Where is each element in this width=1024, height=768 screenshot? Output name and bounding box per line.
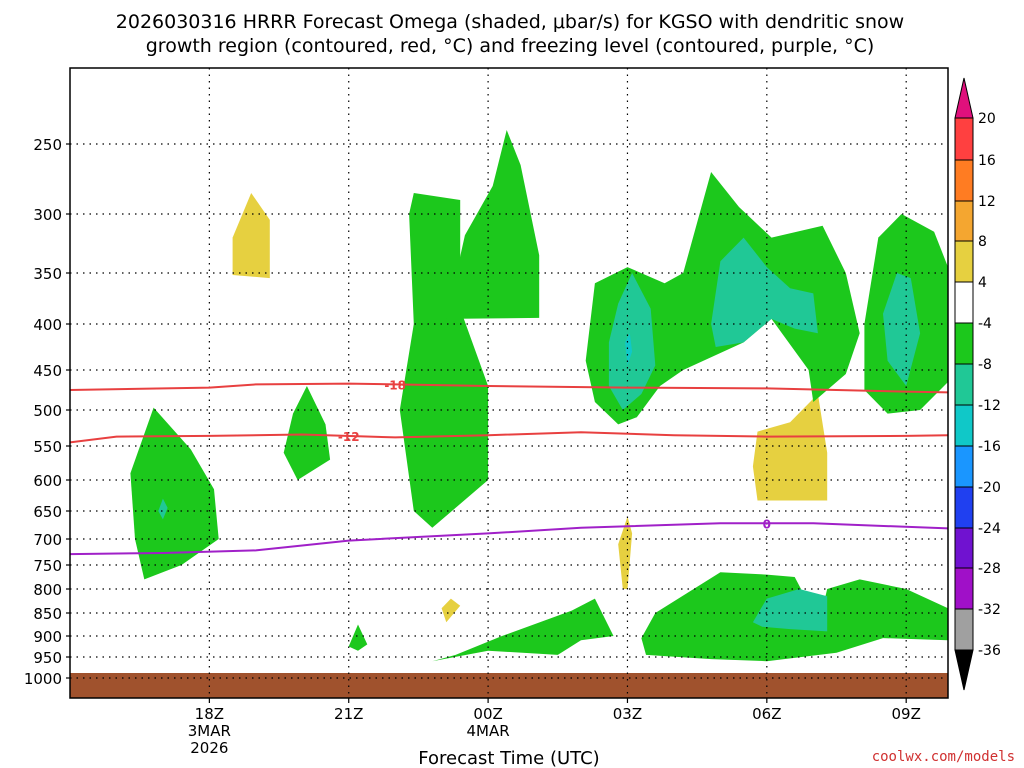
y-tick-label-650: 650 xyxy=(33,503,62,521)
y-tick-label-500: 500 xyxy=(33,402,62,420)
y-tick-label-600: 600 xyxy=(33,472,62,490)
x-tick-label-18-0: 18Z xyxy=(195,705,224,723)
y-tick-label-350: 350 xyxy=(33,265,62,283)
colorbar-label-5: -4 xyxy=(978,316,992,332)
colorbar-bin-9 xyxy=(954,486,974,529)
y-tick-label-800: 800 xyxy=(33,581,62,599)
omega-region-2 xyxy=(618,516,633,589)
contour-line-0 xyxy=(69,522,949,556)
grid-layer xyxy=(70,68,948,698)
colorbar-label-9: -20 xyxy=(978,480,1001,496)
colorbar-label-8: -16 xyxy=(978,439,1001,455)
colorbar-bin-12 xyxy=(954,608,974,651)
colorbar-label-4: 4 xyxy=(978,275,987,291)
colorbar-bin-5 xyxy=(954,322,974,365)
omega-region-15 xyxy=(711,237,818,347)
colorbar-bin-7 xyxy=(954,404,974,447)
colorbar-bin-4 xyxy=(954,281,974,324)
ground-surface xyxy=(70,673,948,698)
colorbar-bin-1 xyxy=(954,159,974,202)
colorbar-bin-6 xyxy=(954,363,974,406)
omega-region-16 xyxy=(883,273,921,386)
omega-region-13 xyxy=(158,498,168,520)
colorbar-bin-8 xyxy=(954,445,974,488)
omega-region-3 xyxy=(441,598,461,623)
colorbar-label-11: -28 xyxy=(978,561,1001,577)
y-tick-label-700: 700 xyxy=(33,531,62,549)
y-tick-label-400: 400 xyxy=(33,316,62,334)
omega-region-18 xyxy=(625,333,633,366)
y-axis: 250 300 350 400 450 500 550 600 650 700 750 800 850 9… xyxy=(24,136,70,688)
credit-text: coolwx.com/models xyxy=(872,749,1015,765)
y-tick-label-550: 550 xyxy=(33,438,62,456)
x-tick-label-24-0: 00Z xyxy=(473,705,502,723)
omega-region-1 xyxy=(752,394,828,501)
omega-region-17 xyxy=(752,589,828,632)
colorbar-label-10: -24 xyxy=(978,521,1001,537)
contour-label-0: 0 xyxy=(763,517,771,531)
x-tick-label-24-1: 4MAR xyxy=(467,722,510,740)
colorbar-label-6: -8 xyxy=(978,357,992,373)
omega-region-4 xyxy=(130,407,219,580)
colorbar-label-13: -36 xyxy=(978,643,1001,659)
colorbar-bin-3 xyxy=(954,240,974,283)
omega-region-5 xyxy=(283,386,331,480)
omega-region-9 xyxy=(432,598,614,662)
x-tick-label-18-2: 2026 xyxy=(190,739,228,757)
y-tick-label-950: 950 xyxy=(33,649,62,667)
omega-region-14 xyxy=(608,273,656,410)
contour-line--18 xyxy=(69,382,949,394)
x-axis-label: Forecast Time (UTC) xyxy=(418,748,599,768)
colorbar-label-7: -12 xyxy=(978,398,1001,414)
plot-area: -18 -12 0 xyxy=(69,67,949,699)
omega-region-6 xyxy=(399,193,489,528)
x-tick-label-27-0: 03Z xyxy=(613,705,642,723)
omega-region-0 xyxy=(232,193,270,279)
plot-frame xyxy=(69,67,949,699)
x-tick-label-33-0: 09Z xyxy=(892,705,921,723)
colorbar-bin-11 xyxy=(954,567,974,610)
colorbar-bin-2 xyxy=(954,200,974,242)
contour-label--12: -12 xyxy=(338,430,360,444)
colorbar-label-3: 8 xyxy=(978,234,987,250)
colorbar-bin-0 xyxy=(954,117,974,161)
colorbar-label-2: 12 xyxy=(978,194,996,210)
contour-label--18: -18 xyxy=(384,378,406,392)
colorbar-label-12: -32 xyxy=(978,602,1001,618)
colorbar-top-arrow xyxy=(954,77,974,119)
omega-region-7 xyxy=(446,130,540,319)
chart-title-line-1: 2026030316 HRRR Forecast Omega (shaded, … xyxy=(116,11,904,33)
y-tick-label-250: 250 xyxy=(33,136,62,154)
contour-layer: -18 -12 0 xyxy=(69,378,949,556)
x-tick-label-18-1: 3MAR xyxy=(188,722,231,740)
colorbar-bottom-arrow xyxy=(954,649,974,691)
x-tick-label-30-0: 06Z xyxy=(752,705,781,723)
colorbar: 20 16 12 8 4 -4 -8 -12 -16 -20 -24 -28 -32 -36 xyxy=(954,77,1001,691)
colorbar-label-1: 16 xyxy=(978,153,996,169)
colorbar-bin-10 xyxy=(954,527,974,569)
y-tick-label-900: 900 xyxy=(33,628,62,646)
chart-title-line-2: growth region (contoured, red, °C) and f… xyxy=(146,35,875,57)
x-tick-label-21-0: 21Z xyxy=(334,705,363,723)
y-tick-label-450: 450 xyxy=(33,362,62,380)
contour-line--12 xyxy=(69,431,949,444)
omega-shading-layer xyxy=(130,130,948,662)
y-tick-label-300: 300 xyxy=(33,206,62,224)
colorbar-label-0: 20 xyxy=(978,111,996,127)
y-tick-label-1000: 1000 xyxy=(24,670,62,688)
y-tick-label-850: 850 xyxy=(33,605,62,623)
y-tick-label-750: 750 xyxy=(33,557,62,575)
omega-region-8 xyxy=(348,624,368,651)
